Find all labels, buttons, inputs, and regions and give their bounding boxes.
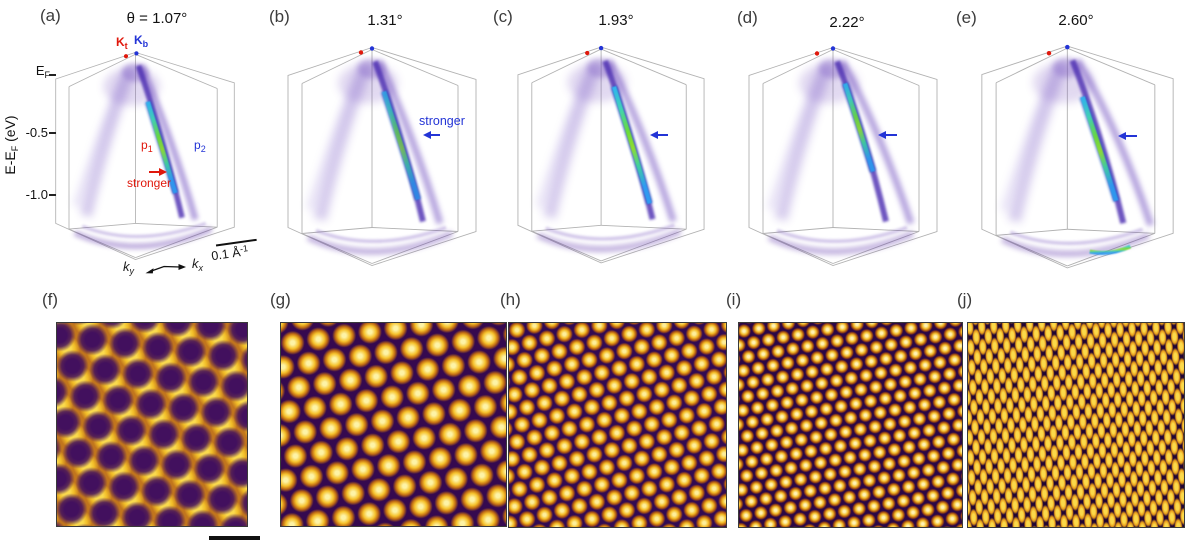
y-axis-title-main: E-E xyxy=(2,151,18,175)
tick-ef-main: E xyxy=(35,63,45,78)
twist-angle-e: 2.60° xyxy=(1058,12,1094,29)
panel-label-d: (d) xyxy=(737,8,758,27)
panel-label-c: (c) xyxy=(493,7,513,26)
k-bottom-label: Kb xyxy=(134,34,148,49)
k-top-sub: t xyxy=(124,41,128,51)
moire-image-f xyxy=(56,322,248,527)
moire-image-i xyxy=(738,322,963,528)
k-scalebar-exp: -1 xyxy=(239,243,249,255)
tick-label-minus05: -0.5 xyxy=(25,125,48,140)
moire-pattern-j xyxy=(968,323,1184,527)
stronger-arrow-b xyxy=(423,130,440,140)
ky-main: k xyxy=(123,259,130,274)
band-arrow-e xyxy=(1118,131,1137,141)
k-bottom-sub: b xyxy=(142,39,149,49)
stronger-label-a: stronger xyxy=(127,176,172,190)
panel-label-b: (b) xyxy=(269,7,290,26)
band-arrow-d xyxy=(878,130,897,140)
band-arrow-c xyxy=(650,130,668,140)
y-axis-tick-low xyxy=(49,194,56,196)
kx-axis-label: kx xyxy=(192,257,203,273)
kx-main: k xyxy=(192,256,199,271)
moire-pattern-i xyxy=(739,323,962,527)
k-top-main: K xyxy=(116,35,125,49)
stronger-label-b: stronger xyxy=(419,114,465,128)
panel-label-e: (e) xyxy=(956,8,977,27)
panel-label-i: (i) xyxy=(726,290,742,309)
arpes-3d-plot-d xyxy=(748,46,938,266)
moire-image-h xyxy=(508,322,727,528)
arpes-3d-plot-c xyxy=(517,45,705,264)
band-p2-label: p2 xyxy=(194,139,206,154)
k-top-label: Kt xyxy=(116,36,128,51)
moire-image-g xyxy=(280,322,507,527)
arpes-3d-plot-a xyxy=(55,51,235,260)
band-p1-sub: 1 xyxy=(147,144,153,154)
moire-scalebar xyxy=(209,536,260,540)
panel-label-a: (a) xyxy=(40,6,61,25)
y-axis-title-sub: F xyxy=(10,145,20,152)
panel-label-h: (h) xyxy=(500,290,521,309)
band-p1-main: p xyxy=(141,138,148,152)
moire-pattern-g xyxy=(281,323,506,526)
panel-label-j: (j) xyxy=(957,290,973,309)
tick-ef-sub: F xyxy=(44,70,51,80)
kx-sub: x xyxy=(198,263,204,273)
band-p1-label: p1 xyxy=(141,139,153,154)
arpes-3d-plot-b xyxy=(287,46,477,266)
y-axis-tick-ef xyxy=(49,74,56,76)
ky-sub: y xyxy=(129,266,135,276)
moire-pattern-h xyxy=(509,323,726,527)
kxky-axes-arrows-icon xyxy=(145,264,186,274)
tick-label-minus10: -1.0 xyxy=(25,187,48,202)
y-axis-title-unit: (eV) xyxy=(2,115,18,146)
twist-angle-a: θ = 1.07° xyxy=(126,10,188,27)
ky-axis-label: ky xyxy=(123,260,134,276)
arpes-3d-plot-e xyxy=(981,44,1174,269)
twist-angle-c: 1.93° xyxy=(598,12,634,29)
y-axis-title: E-EF (eV) xyxy=(2,60,20,230)
stronger-arrow-a xyxy=(149,167,167,177)
twist-angle-b: 1.31° xyxy=(367,12,403,29)
y-axis-tick-mid xyxy=(49,132,56,134)
band-p2-main: p xyxy=(194,138,201,152)
k-bottom-main: K xyxy=(134,33,143,47)
moire-image-j xyxy=(967,322,1185,528)
twist-angle-d: 2.22° xyxy=(829,14,865,31)
panel-label-f: (f) xyxy=(42,290,59,309)
panel-label-g: (g) xyxy=(270,290,291,309)
moire-pattern-f xyxy=(57,323,247,526)
tick-label-ef: EF xyxy=(20,64,50,80)
band-p2-sub: 2 xyxy=(200,144,206,154)
